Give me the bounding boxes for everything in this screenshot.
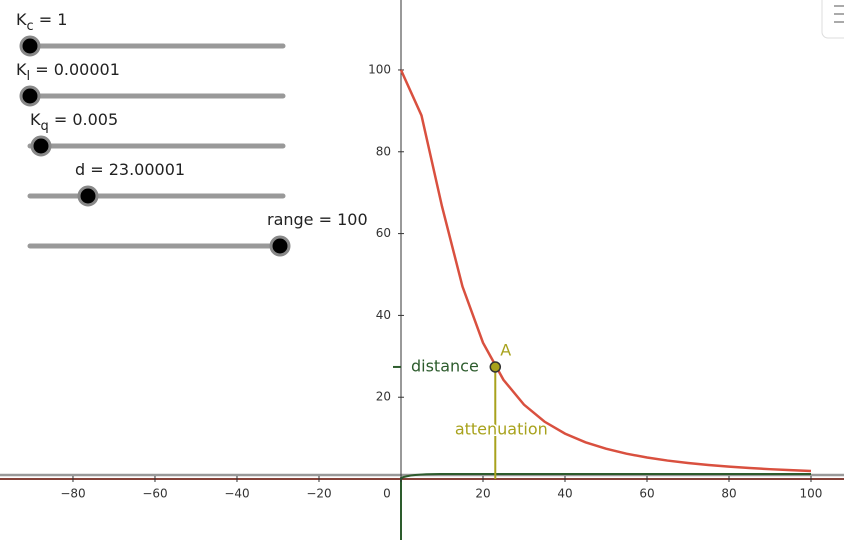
slider-knob[interactable] xyxy=(19,85,41,107)
slider-value: 23.00001 xyxy=(109,160,185,179)
slider-eq: = xyxy=(314,210,338,229)
attenuation-label: attenuation xyxy=(455,419,548,438)
slider-label: Kl = 0.00001 xyxy=(16,60,120,84)
green-curve xyxy=(400,473,811,540)
slider-eq: = xyxy=(85,160,109,179)
slider-value: 0.00001 xyxy=(54,60,120,79)
distance-label: distance xyxy=(411,356,479,375)
slider-eq: = xyxy=(49,110,73,129)
x-tick-label: 60 xyxy=(639,487,654,501)
slider-knob[interactable] xyxy=(77,185,99,207)
slider-name: range xyxy=(267,210,314,229)
slider-label: Kc = 1 xyxy=(16,10,67,34)
x-tick-label: 40 xyxy=(557,487,572,501)
x-tick-label: −40 xyxy=(224,487,249,501)
x-tick-label: 80 xyxy=(721,487,736,501)
slider-eq: = xyxy=(30,60,54,79)
curve xyxy=(399,69,812,473)
menu-icon xyxy=(834,5,844,23)
slider-value: 1 xyxy=(57,10,67,29)
x-tick-label: −20 xyxy=(306,487,331,501)
slider-knob[interactable] xyxy=(30,135,52,157)
menu-button[interactable] xyxy=(821,0,844,39)
slider-label: Kq = 0.005 xyxy=(30,110,118,134)
y-tick-label: 40 xyxy=(376,308,391,322)
slider-knob[interactable] xyxy=(19,35,41,57)
slider-name: d xyxy=(75,160,85,179)
x-tick-label: −60 xyxy=(142,487,167,501)
point-label: A xyxy=(500,340,511,359)
x-tick-label: 100 xyxy=(800,487,823,501)
slider-name: K xyxy=(16,60,27,79)
slider-eq: = xyxy=(34,10,58,29)
y-tick-label: 20 xyxy=(376,390,391,404)
slider-label: range = 100 xyxy=(267,210,368,229)
slider-knob[interactable] xyxy=(269,235,291,257)
x-tick-label: −80 xyxy=(60,487,85,501)
point-a xyxy=(489,361,502,373)
y-tick-label: 60 xyxy=(376,226,391,240)
slider-value: 100 xyxy=(337,210,368,229)
slider-subscript: l xyxy=(27,69,31,84)
slider-name: K xyxy=(16,10,27,29)
slider-subscript: q xyxy=(41,119,49,134)
slider-subscript: c xyxy=(27,19,34,34)
slider-label: d = 23.00001 xyxy=(75,160,185,179)
x-tick-label: 0 xyxy=(383,487,391,501)
x-tick-label: 20 xyxy=(475,487,490,501)
y-tick-label: 100 xyxy=(368,62,391,76)
slider-name: K xyxy=(30,110,41,129)
y-tick-label: 80 xyxy=(376,144,391,158)
slider-value: 0.005 xyxy=(72,110,118,129)
